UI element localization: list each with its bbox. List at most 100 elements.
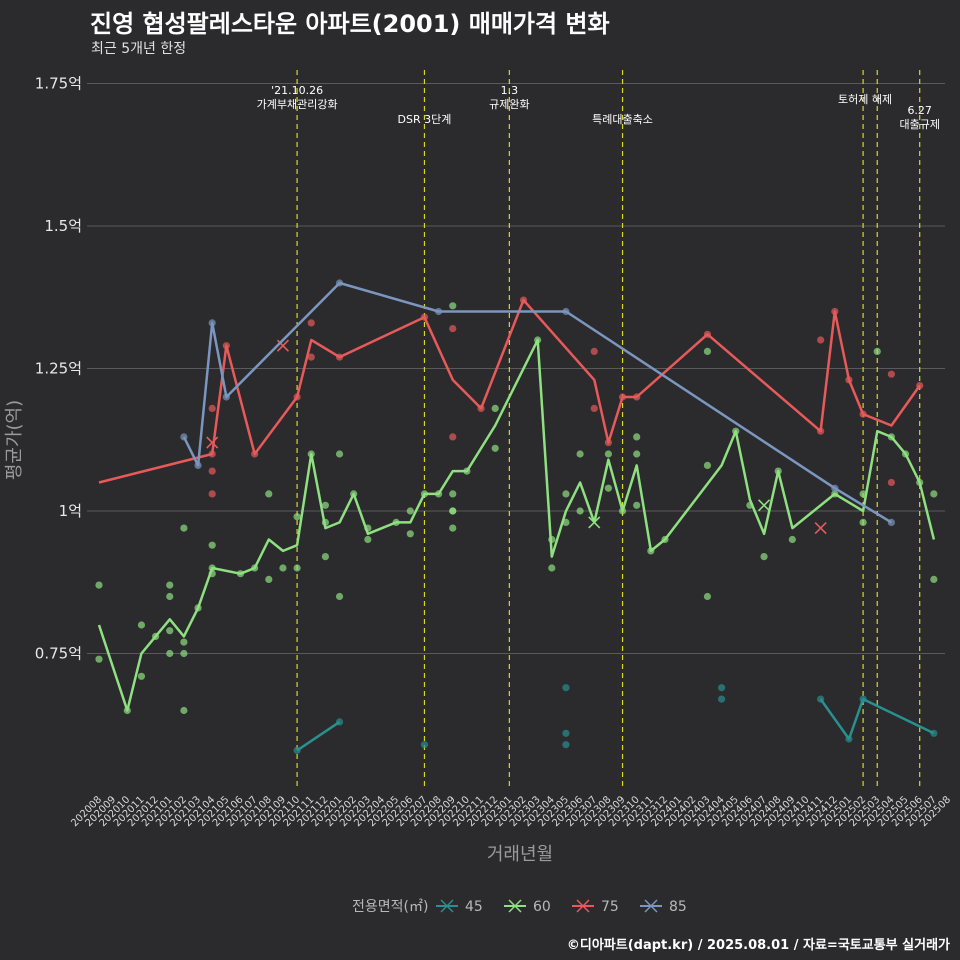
legend-label: 45 <box>465 899 483 915</box>
data-point-45 <box>293 746 301 755</box>
data-point-60 <box>364 524 372 532</box>
data-point-60 <box>746 501 754 509</box>
legend-label: 75 <box>601 899 619 915</box>
data-point-75 <box>222 342 230 350</box>
data-point-45 <box>718 695 726 703</box>
data-point-60 <box>491 404 499 412</box>
data-point-85 <box>194 461 202 469</box>
data-point-60 <box>180 706 188 715</box>
data-point-60 <box>873 347 881 355</box>
data-point-60 <box>321 501 329 509</box>
data-point-60 <box>420 490 429 498</box>
policy-annotation: 1.3 <box>501 84 519 97</box>
data-point-75 <box>887 370 896 378</box>
data-point-60 <box>774 467 782 475</box>
data-point-60 <box>576 450 584 458</box>
data-point-60 <box>703 592 712 601</box>
data-point-85 <box>335 279 344 287</box>
data-point-60 <box>449 524 457 532</box>
data-point-60 <box>293 564 301 572</box>
data-point-60 <box>95 581 103 589</box>
data-point-75 <box>208 404 216 412</box>
data-point-75 <box>845 376 853 384</box>
data-point-60 <box>633 450 641 458</box>
policy-annotation: 6.27 <box>907 104 932 117</box>
legend-item-75: 75 <box>572 899 619 915</box>
data-point-60 <box>208 564 216 572</box>
data-point-60 <box>236 570 245 578</box>
data-point-60 <box>732 427 740 435</box>
data-point-75 <box>590 347 598 355</box>
data-point-75 <box>831 307 839 316</box>
data-point-60 <box>661 535 669 544</box>
legend-item-85: 85 <box>640 899 687 915</box>
data-point-60 <box>321 553 329 561</box>
data-point-75 <box>420 313 429 321</box>
policy-annotation: 가계부채관리강화 <box>257 98 338 111</box>
data-point-60 <box>930 490 938 498</box>
data-point-60 <box>265 490 273 498</box>
data-point-60 <box>166 581 174 589</box>
series-line-85 <box>182 281 893 524</box>
data-point-60 <box>576 507 584 515</box>
data-point-85 <box>562 307 570 316</box>
data-point-45 <box>718 684 726 692</box>
data-point-45 <box>817 695 825 703</box>
data-point-60 <box>392 518 400 527</box>
data-point-60 <box>548 564 556 572</box>
policy-lines <box>296 70 921 788</box>
data-point-60 <box>335 592 344 601</box>
data-point-75 <box>817 336 825 344</box>
data-point-60 <box>194 604 202 612</box>
data-point-60 <box>449 507 457 515</box>
data-point-60 <box>137 672 146 680</box>
data-point-60 <box>760 553 768 561</box>
data-point-60 <box>703 347 712 355</box>
data-point-75 <box>859 410 867 418</box>
data-point-75 <box>307 319 315 327</box>
grid-lines <box>87 83 945 654</box>
data-point-75 <box>604 439 613 447</box>
data-point-60 <box>901 450 910 458</box>
series-line-45 <box>819 697 935 741</box>
series-line-45 <box>296 720 341 752</box>
x-axis-title: 거래년월 <box>487 844 553 865</box>
data-point-45 <box>930 729 938 737</box>
data-point-60 <box>279 564 287 572</box>
policy-annotation: 규제완화 <box>489 98 529 111</box>
data-point-60 <box>180 649 188 658</box>
data-point-60 <box>166 592 174 601</box>
legend-item-45: 45 <box>436 899 483 915</box>
policy-annotation: 토허제 해제 <box>838 92 892 106</box>
legend-title: 전용면적(㎡) <box>352 899 428 915</box>
data-point-75 <box>519 296 528 304</box>
data-point-75 <box>477 404 485 412</box>
data-point-75 <box>208 490 216 498</box>
data-point-75 <box>887 478 896 487</box>
data-point-60 <box>633 433 641 441</box>
data-point-60 <box>123 706 131 715</box>
series-layer <box>95 279 938 755</box>
y-tick-label: 1.75억 <box>35 75 82 93</box>
data-point-75 <box>590 404 598 412</box>
y-tick-label: 1억 <box>59 502 82 520</box>
data-point-60 <box>788 535 796 544</box>
data-point-60 <box>859 490 867 498</box>
data-point-75 <box>817 427 825 435</box>
data-point-60 <box>307 450 315 458</box>
data-point-60 <box>208 570 216 578</box>
data-point-75 <box>251 450 259 458</box>
data-point-60 <box>859 518 867 527</box>
data-point-75 <box>449 433 457 441</box>
data-point-60 <box>534 336 542 344</box>
data-point-60 <box>137 621 146 629</box>
data-point-60 <box>916 478 924 487</box>
data-point-60 <box>449 490 457 498</box>
data-point-85 <box>208 319 216 327</box>
data-point-60 <box>887 433 896 441</box>
data-point-60 <box>95 655 103 663</box>
data-point-60 <box>562 490 570 498</box>
data-point-60 <box>406 530 414 538</box>
data-point-75 <box>208 467 216 475</box>
